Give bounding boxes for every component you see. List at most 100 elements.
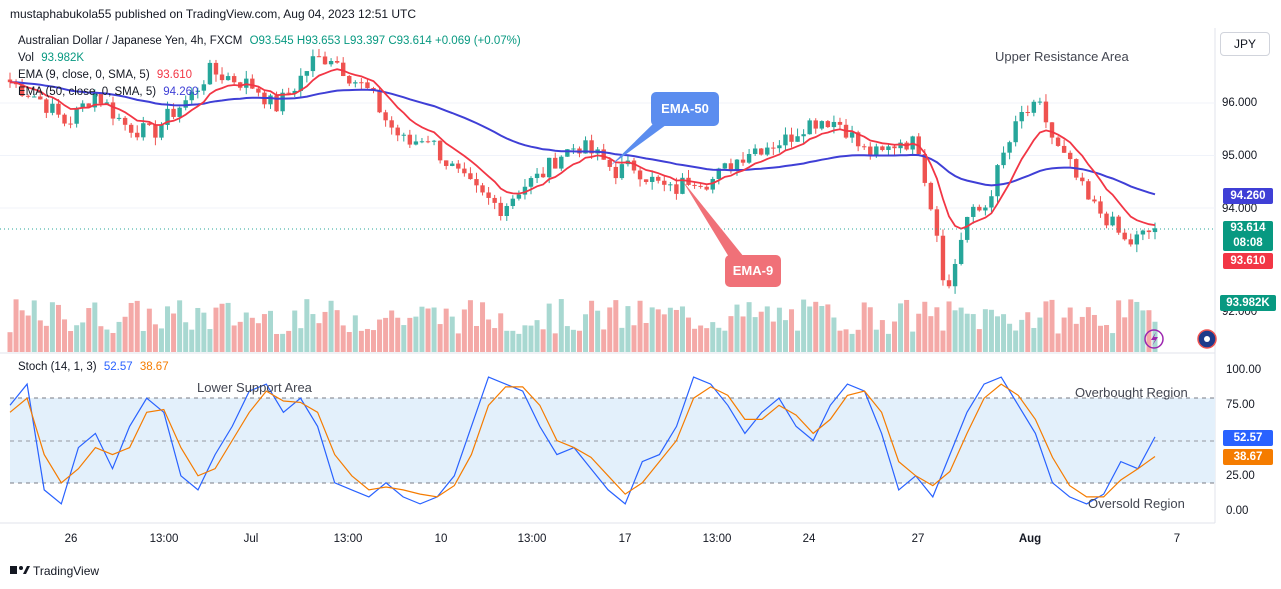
candle-body xyxy=(1098,201,1103,214)
volume-bar xyxy=(776,307,782,352)
candle-body xyxy=(643,179,649,182)
volume-bar xyxy=(249,317,255,352)
candle-body xyxy=(456,163,461,169)
candle-body xyxy=(1140,230,1146,235)
candle-body xyxy=(201,84,207,91)
candle-body xyxy=(528,178,534,187)
volume-bars xyxy=(7,299,1158,352)
volume-bar xyxy=(837,330,843,352)
candle-body xyxy=(510,198,516,207)
candle-body xyxy=(165,108,170,125)
candle-body xyxy=(298,75,303,91)
candle-body xyxy=(110,102,116,119)
candle-body xyxy=(1092,199,1097,202)
candle-body xyxy=(250,78,255,89)
candle-body xyxy=(1122,232,1127,240)
tradingview-logo-icon xyxy=(10,566,30,574)
volume-bar xyxy=(910,331,916,352)
candle-body xyxy=(565,149,570,157)
ohlc-values: O93.545 H93.653 L93.397 C93.614 +0.069 (… xyxy=(249,35,521,47)
candle-body xyxy=(516,194,522,199)
currency-button[interactable]: JPY xyxy=(1220,32,1270,56)
candle-body xyxy=(559,156,564,169)
volume-bar xyxy=(92,302,98,352)
volume-bar xyxy=(1049,299,1055,352)
volume-bar xyxy=(649,307,655,352)
volume-bar xyxy=(710,322,716,352)
candle-body xyxy=(419,141,425,143)
volume-price-label: 93.982K xyxy=(1220,295,1276,311)
candle-body xyxy=(450,163,455,166)
volume-bar xyxy=(352,315,358,352)
volume-bar xyxy=(431,307,437,352)
candle-body xyxy=(540,173,546,178)
price-tick: 95.000 xyxy=(1222,150,1258,162)
candle-body xyxy=(1086,181,1091,200)
ema9-value: 93.610 xyxy=(156,69,193,81)
candle-body xyxy=(583,140,588,154)
candle-body xyxy=(1019,112,1024,122)
lightning-icon xyxy=(1144,329,1164,349)
candle-body xyxy=(759,148,764,155)
candle-body xyxy=(922,154,927,183)
time-tick: 10 xyxy=(434,533,448,545)
volume-bar xyxy=(401,325,407,352)
stoch-tick: 100.00 xyxy=(1226,364,1262,376)
stoch-d-value: 38.67 xyxy=(139,361,169,373)
volume-bar xyxy=(607,307,613,352)
ema50-label: EMA (50, close, 0, SMA, 5) xyxy=(18,86,157,98)
volume-bar xyxy=(171,313,177,352)
volume-bar xyxy=(62,319,68,352)
volume-bar xyxy=(274,333,280,352)
candle-body xyxy=(825,121,831,128)
volume-bar xyxy=(128,302,134,352)
time-tick: Jul xyxy=(243,533,259,545)
volume-bar xyxy=(13,299,19,352)
candle-body xyxy=(752,148,758,155)
volume-bar xyxy=(316,323,322,352)
time-tick: 17 xyxy=(618,533,632,545)
volume-bar xyxy=(934,307,940,352)
candle-body xyxy=(365,82,370,89)
volume-bar xyxy=(576,330,582,352)
volume-bar xyxy=(1104,325,1110,352)
volume-bar xyxy=(1001,314,1007,352)
volume-bar xyxy=(958,307,964,352)
volume-bar xyxy=(916,313,922,352)
candle-body xyxy=(886,146,891,151)
candle-body xyxy=(1110,216,1115,226)
candle-body xyxy=(880,146,885,151)
candle-body xyxy=(783,134,788,146)
candle-body xyxy=(728,163,734,172)
volume-bar xyxy=(419,306,425,352)
volume-bar xyxy=(928,316,934,352)
volume-bar xyxy=(904,299,910,352)
candle-body xyxy=(1025,112,1030,114)
candle-body xyxy=(207,62,213,85)
candle-body xyxy=(286,92,291,94)
volume-bar xyxy=(698,325,704,352)
candle-body xyxy=(1061,145,1067,153)
volume-bar xyxy=(1055,333,1061,352)
volume-bar xyxy=(80,322,86,352)
candle-body xyxy=(898,142,903,149)
candle-body xyxy=(135,132,140,138)
candle-body xyxy=(80,103,85,108)
price-tick: 96.000 xyxy=(1222,97,1258,109)
candle-body xyxy=(674,184,679,194)
volume-bar xyxy=(146,308,152,352)
time-tick: 13:00 xyxy=(149,533,179,545)
candle-body xyxy=(104,102,110,104)
volume-bar xyxy=(813,301,819,352)
volume-bar xyxy=(528,325,534,352)
volume-bar xyxy=(885,333,891,352)
candle-body xyxy=(183,100,188,108)
volume-bar xyxy=(849,333,855,352)
stoch-tick: 75.00 xyxy=(1226,399,1255,411)
symbol-name: Australian Dollar / Japanese Yen, 4h, FX… xyxy=(18,35,243,47)
candle-body xyxy=(631,160,637,171)
volume-bar xyxy=(370,330,376,352)
candle-body xyxy=(437,140,443,161)
